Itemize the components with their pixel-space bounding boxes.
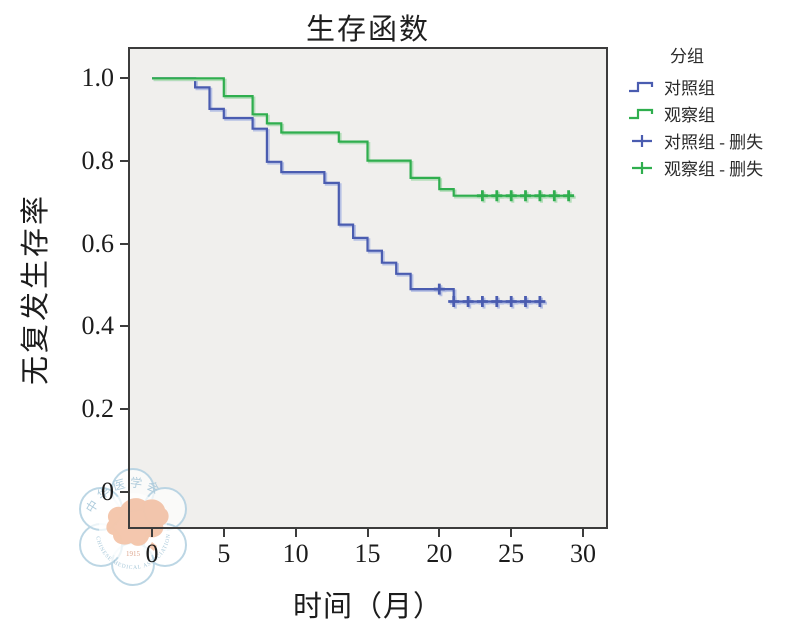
x-tick-label: 5 [217,539,231,568]
y-tick-label: 1.0 [81,63,115,93]
plot-area-background [128,47,608,529]
y-tick-mark [120,159,128,162]
y-tick-label: 0.2 [81,394,115,424]
x-tick-mark [366,529,369,537]
step-line-icon [629,108,654,119]
x-tick-mark [438,529,441,537]
x-tick-label: 20 [426,539,453,568]
x-tick-label: 10 [282,539,309,568]
legend-item: 观察组 - 删失 [628,154,804,181]
censor-plus-icon [632,134,652,147]
y-tick-label: 0.4 [81,311,115,341]
y-tick-label: 0 [101,476,114,506]
x-tick-label: 15 [354,539,381,568]
y-tick-mark [120,77,128,80]
legend-title: 分组 [670,47,704,66]
x-tick-mark [294,529,297,537]
legend-item: 对照组 - 删失 [628,127,804,154]
legend-item: 对照组 [628,73,804,100]
legend-item-label: 观察组 - 删失 [664,160,764,179]
x-tick-mark [222,529,225,537]
legend-item-label: 对照组 - 删失 [664,133,764,152]
y-tick-mark [120,490,128,493]
legend-item: 观察组 [628,100,804,127]
x-tick-label: 0 [145,539,159,568]
censor-plus-icon [632,161,652,174]
legend: 分组 对照组观察组对照组 - 删失 观察组 - 删失 [628,42,804,181]
y-tick-label: 0.8 [81,145,115,175]
legend-item-label: 对照组 [664,79,715,98]
x-tick-mark [151,529,153,537]
y-tick-mark [120,408,128,411]
x-axis-label: 时间（月） [292,591,443,623]
legend-item-label: 观察组 [664,106,715,125]
x-tick-mark [582,529,584,537]
y-tick-mark [120,242,128,245]
x-tick-label: 25 [498,539,525,568]
y-axis-label: 无复发生存率 [20,193,52,386]
x-tick-label: 30 [570,539,596,568]
y-tick-mark [120,325,128,328]
x-tick-mark [510,529,513,537]
step-line-icon [629,81,654,92]
chart-title: 生存函数 [305,14,430,46]
y-tick-label: 0.6 [81,228,115,258]
